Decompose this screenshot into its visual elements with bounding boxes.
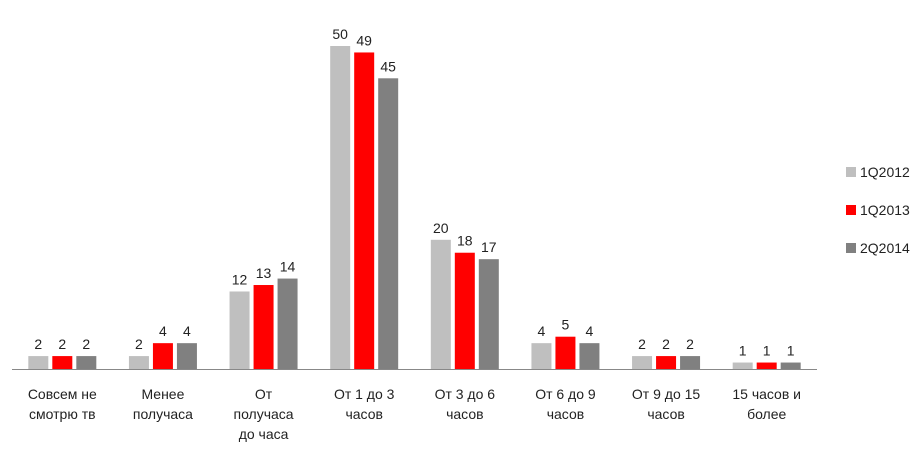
category-label: часов <box>446 406 483 422</box>
data-label: 14 <box>280 259 296 275</box>
category-label: От 6 до 9 <box>535 386 596 402</box>
category-label: получаса <box>234 406 294 422</box>
bar-1Q2012 <box>531 343 552 369</box>
bar-2Q2014 <box>680 356 701 369</box>
data-label: 1 <box>739 343 747 359</box>
bar-1Q2013 <box>253 285 274 369</box>
bar-2Q2014 <box>579 343 600 369</box>
bar-2Q2014 <box>277 278 298 369</box>
data-label: 17 <box>481 239 497 255</box>
bars-layer <box>28 46 801 370</box>
data-label: 2 <box>58 336 66 352</box>
bar-1Q2013 <box>152 343 173 369</box>
bar-2Q2014 <box>176 343 197 369</box>
data-label: 2 <box>82 336 90 352</box>
bar-2Q2014 <box>780 362 801 369</box>
category-label: 15 часов и <box>732 386 801 402</box>
bar-1Q2012 <box>330 46 351 369</box>
data-label: 20 <box>433 220 449 236</box>
data-label: 2 <box>638 336 646 352</box>
data-label: 2 <box>34 336 42 352</box>
data-label: 1 <box>763 343 771 359</box>
bar-1Q2012 <box>28 356 49 369</box>
legend: 1Q2012 1Q2013 2Q2014 <box>846 160 910 274</box>
legend-swatch <box>846 167 856 177</box>
data-label: 2 <box>686 336 694 352</box>
bar-1Q2013 <box>454 252 475 369</box>
data-label: 1 <box>787 343 795 359</box>
data-label: 4 <box>183 323 191 339</box>
data-label: 2 <box>135 336 143 352</box>
category-label: более <box>747 406 786 422</box>
legend-label: 1Q2012 <box>860 164 910 180</box>
legend-label: 1Q2013 <box>860 202 910 218</box>
legend-item: 2Q2014 <box>846 236 910 260</box>
data-label: 12 <box>232 271 248 287</box>
legend-item: 1Q2012 <box>846 160 910 184</box>
bar-2Q2014 <box>378 78 399 370</box>
data-label: 13 <box>256 265 272 281</box>
category-label: смотрю тв <box>29 406 96 422</box>
data-label: 18 <box>457 233 473 249</box>
bar-1Q2012 <box>632 356 653 369</box>
category-label: От 9 до 15 <box>632 386 700 402</box>
legend-label: 2Q2014 <box>860 240 910 256</box>
data-label: 50 <box>332 26 348 42</box>
category-label: часов <box>547 406 584 422</box>
data-label: 5 <box>562 317 570 333</box>
data-label: 4 <box>538 323 546 339</box>
category-label: От 3 до 6 <box>435 386 496 402</box>
category-label: часов <box>647 406 684 422</box>
bar-1Q2012 <box>430 239 451 369</box>
bar-1Q2013 <box>756 362 777 369</box>
legend-swatch <box>846 243 856 253</box>
bar-2Q2014 <box>478 259 499 369</box>
bar-1Q2012 <box>732 362 753 369</box>
bar-1Q2013 <box>354 52 375 370</box>
category-label: получаса <box>133 406 193 422</box>
bar-1Q2012 <box>128 356 149 369</box>
bar-1Q2012 <box>229 291 250 369</box>
category-label: до часа <box>239 426 289 442</box>
legend-item: 1Q2013 <box>846 198 910 222</box>
category-label: Совсем не <box>28 386 97 402</box>
category-label: Менее <box>141 386 184 402</box>
category-label: От 1 до 3 <box>334 386 395 402</box>
bar-1Q2013 <box>52 356 73 369</box>
data-label: 45 <box>380 58 396 74</box>
legend-swatch <box>846 205 856 215</box>
category-labels-layer: Совсем не смотрю тв Менее получаса От получас… <box>28 386 801 442</box>
data-label: 4 <box>159 323 167 339</box>
bar-1Q2013 <box>555 336 576 369</box>
data-label: 49 <box>356 32 372 48</box>
data-label: 2 <box>662 336 670 352</box>
category-label: часов <box>345 406 382 422</box>
category-label: От <box>255 386 273 402</box>
data-label: 4 <box>586 323 594 339</box>
bar-1Q2013 <box>656 356 677 369</box>
bar-2Q2014 <box>76 356 97 369</box>
